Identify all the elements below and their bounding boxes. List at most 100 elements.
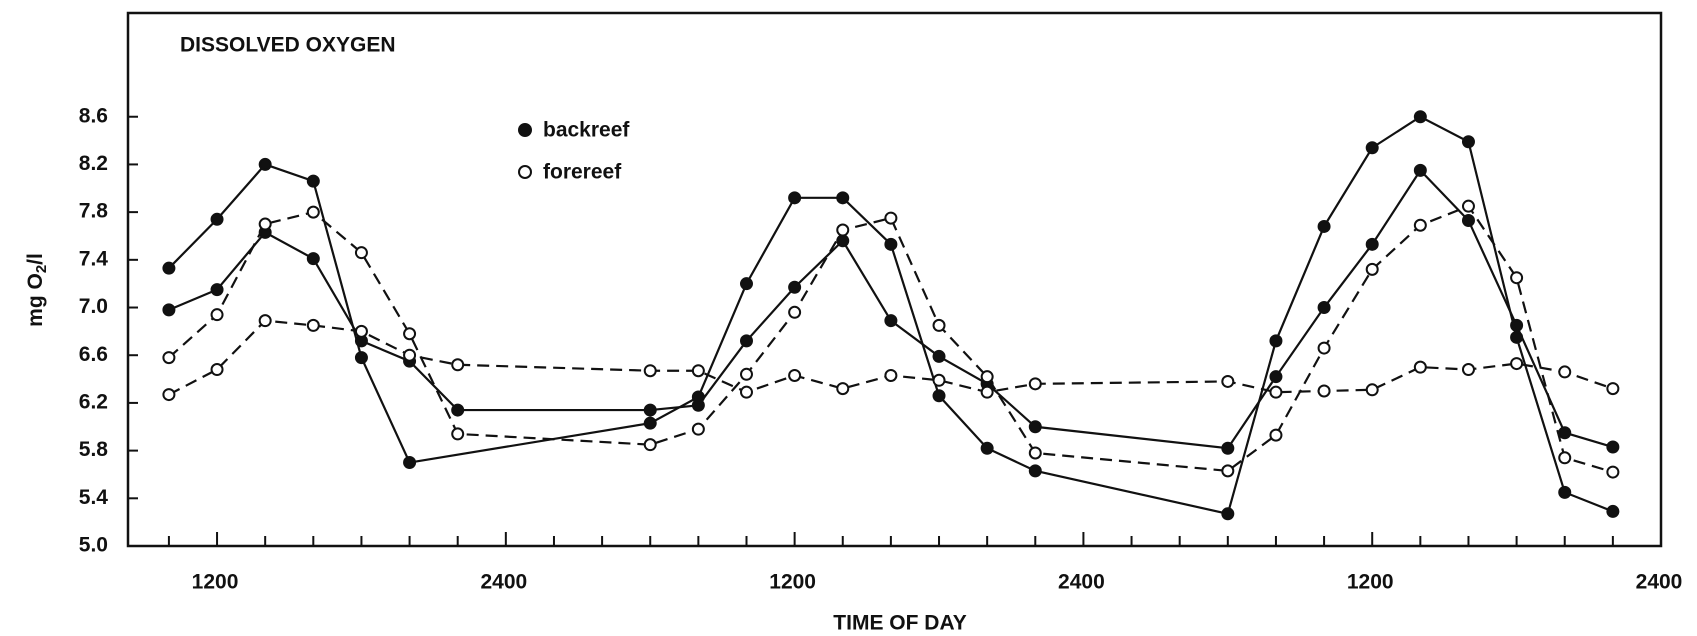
y-tick-label: 5.8 <box>79 438 109 461</box>
data-point <box>354 324 368 338</box>
data-point <box>884 211 898 225</box>
data-point <box>980 441 994 455</box>
data-point <box>451 403 465 417</box>
data-point <box>162 303 176 317</box>
data-point <box>836 223 850 237</box>
data-point <box>1461 363 1475 377</box>
data-point <box>1317 341 1331 355</box>
data-point <box>451 358 465 372</box>
data-point <box>210 283 224 297</box>
data-point <box>884 237 898 251</box>
data-point <box>739 277 753 291</box>
data-point <box>643 438 657 452</box>
data-point <box>1413 360 1427 374</box>
data-point <box>403 456 417 470</box>
data-point <box>1558 426 1572 440</box>
x-tick-label: 2400 <box>1636 571 1683 594</box>
x-tick-label: 2400 <box>1058 571 1105 594</box>
data-point <box>1028 420 1042 434</box>
data-point <box>403 327 417 341</box>
data-point <box>306 205 320 219</box>
plot-frame <box>126 11 1663 548</box>
data-point <box>162 351 176 365</box>
data-point <box>306 318 320 332</box>
data-point <box>1461 213 1475 227</box>
data-point <box>210 308 224 322</box>
data-point <box>1510 330 1524 344</box>
data-point <box>932 349 946 363</box>
y-tick-label: 5.4 <box>79 486 109 509</box>
data-point <box>884 368 898 382</box>
data-point <box>691 390 705 404</box>
data-point <box>1413 163 1427 177</box>
y-label-sub: 2 <box>33 265 50 273</box>
data-point <box>643 364 657 378</box>
data-point <box>1558 485 1572 499</box>
data-point <box>1606 504 1620 518</box>
series-line <box>168 319 1614 396</box>
legend-label: forereef <box>543 161 622 184</box>
data-point <box>210 363 224 377</box>
y-tick-label: 6.6 <box>79 343 108 366</box>
data-point <box>1558 451 1572 465</box>
data-point <box>258 217 272 231</box>
data-point <box>1461 135 1475 149</box>
data-point <box>1365 141 1379 155</box>
data-point <box>836 234 850 248</box>
data-point <box>1221 507 1235 521</box>
y-label-tail: /l <box>24 253 47 265</box>
data-point <box>932 318 946 332</box>
x-tick-label: 1200 <box>769 571 816 594</box>
data-point <box>691 422 705 436</box>
data-point <box>1028 446 1042 460</box>
data-point <box>1269 370 1283 384</box>
data-point <box>1606 465 1620 479</box>
data-point <box>739 385 753 399</box>
data-point <box>788 280 802 294</box>
x-tick-label: 1200 <box>1347 571 1394 594</box>
data-point <box>836 382 850 396</box>
data-point <box>306 174 320 188</box>
data-point <box>1510 357 1524 371</box>
y-tick-label: 6.2 <box>79 390 108 413</box>
data-point <box>1317 219 1331 233</box>
chart-title: DISSOLVED OXYGEN <box>180 34 396 57</box>
data-point <box>884 314 898 328</box>
data-point <box>1317 301 1331 315</box>
data-point <box>788 191 802 205</box>
data-point <box>691 364 705 378</box>
data-point <box>980 385 994 399</box>
data-point <box>1317 384 1331 398</box>
y-label-main: mg O <box>24 273 47 327</box>
data-point <box>1269 385 1283 399</box>
data-point <box>1028 377 1042 391</box>
data-point <box>1510 271 1524 285</box>
data-point <box>258 157 272 171</box>
data-point <box>354 351 368 365</box>
data-point <box>403 348 417 362</box>
series-line <box>168 115 1614 516</box>
x-tick-label: 1200 <box>192 571 239 594</box>
y-tick-label: 8.2 <box>79 152 108 175</box>
data-point <box>836 191 850 205</box>
data-point <box>1221 441 1235 455</box>
data-point <box>1461 199 1475 213</box>
data-point <box>643 403 657 417</box>
x-axis-label: TIME OF DAY <box>833 612 966 635</box>
data-point <box>932 373 946 387</box>
data-point <box>1221 374 1235 388</box>
data-point <box>1558 365 1572 379</box>
data-point <box>354 246 368 260</box>
data-point <box>1606 440 1620 454</box>
data-point <box>1413 110 1427 124</box>
y-tick-label: 7.4 <box>79 247 109 270</box>
data-point <box>1028 464 1042 478</box>
data-point <box>788 305 802 319</box>
data-point <box>739 367 753 381</box>
data-point <box>1365 237 1379 251</box>
data-point <box>788 368 802 382</box>
data-point <box>1365 383 1379 397</box>
x-tick-label: 2400 <box>480 571 527 594</box>
data-point <box>258 314 272 328</box>
